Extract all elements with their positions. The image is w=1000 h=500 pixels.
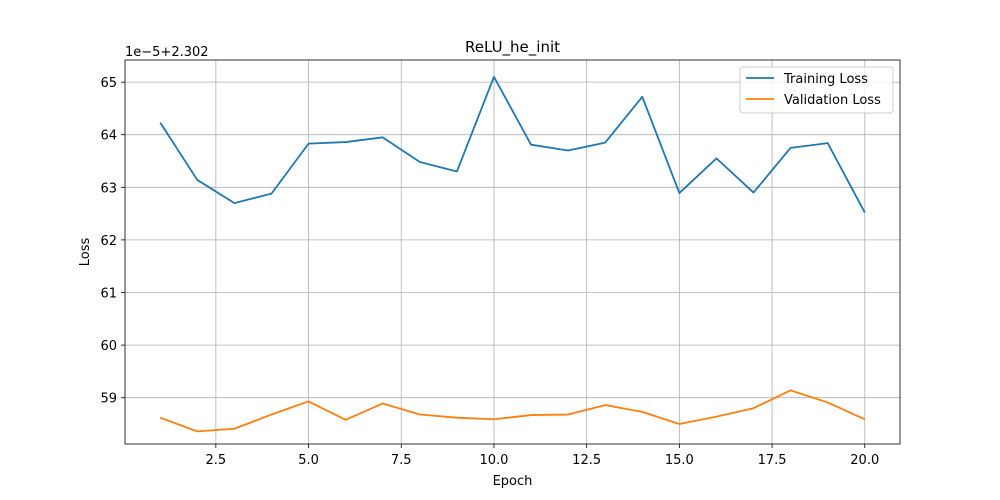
- x-tick-label: 10.0: [479, 453, 508, 468]
- y-axis-label: Loss: [78, 238, 93, 267]
- legend-label-training-loss: Training Loss: [783, 72, 868, 87]
- x-axis-label: Epoch: [493, 474, 533, 489]
- x-tick-label: 2.5: [206, 453, 227, 468]
- x-tick-label: 7.5: [391, 453, 412, 468]
- y-tick-label: 62: [100, 234, 117, 249]
- series-layer: [159, 75, 866, 433]
- y-tick-label: 60: [100, 339, 117, 354]
- x-tick-label: 5.0: [298, 453, 319, 468]
- x-tick-label: 12.5: [572, 453, 601, 468]
- y-tick-label: 64: [100, 129, 117, 144]
- y-tick-label: 63: [100, 181, 117, 196]
- plot-area-frame: [124, 59, 901, 445]
- y-tick-label: 59: [100, 392, 117, 407]
- y-offset-label: 1e−5+2.302: [125, 45, 209, 60]
- grid-layer: [125, 60, 900, 444]
- x-tick-label: 15.0: [665, 453, 694, 468]
- legend-box: [739, 66, 894, 114]
- legend: Training Loss Validation Loss: [739, 66, 894, 114]
- series-line-validation-loss: [159, 389, 866, 433]
- y-tick-label: 65: [100, 76, 117, 91]
- x-tick-label: 20.0: [850, 453, 879, 468]
- y-tick-label: 61: [100, 287, 117, 302]
- chart-title: ReLU_he_init: [465, 38, 560, 57]
- series-line-training-loss: [159, 75, 866, 213]
- legend-label-validation-loss: Validation Loss: [784, 93, 881, 108]
- tick-layer: 2.5 5.0 7.5 10.0 12.5 15.0 17.5 20.0 59 60 61 62 63 6…: [100, 76, 879, 468]
- x-tick-label: 17.5: [758, 453, 787, 468]
